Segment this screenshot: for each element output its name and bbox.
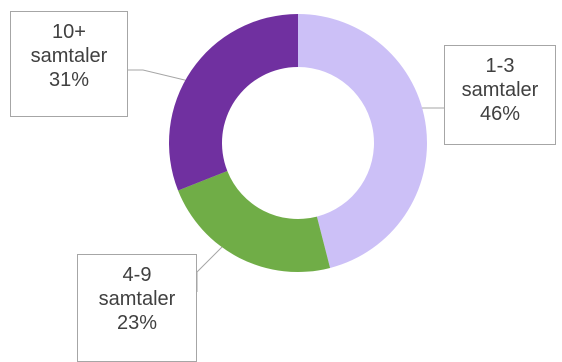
slice-10-plus bbox=[169, 14, 298, 191]
data-label-10-plus-name: samtaler bbox=[30, 45, 108, 67]
data-label-4-9-name: samtaler bbox=[98, 288, 176, 310]
data-label-10-plus: 10+ samtaler 31% bbox=[10, 11, 128, 117]
slice-4-9 bbox=[178, 170, 331, 272]
data-label-1-3-value: 46% bbox=[479, 103, 521, 125]
data-label-4-9: 4-9 samtaler 23% bbox=[77, 254, 197, 362]
data-label-10-plus-value: 31% bbox=[48, 69, 90, 91]
donut-slices bbox=[169, 14, 427, 272]
data-label-4-9-value: 23% bbox=[116, 312, 158, 334]
slice-1-3 bbox=[298, 14, 427, 268]
data-label-4-9-category: 4-9 bbox=[122, 264, 152, 286]
donut-chart bbox=[128, 14, 444, 292]
data-label-1-3-name: samtaler bbox=[461, 79, 539, 101]
data-label-1-3-category: 1-3 bbox=[485, 55, 515, 77]
data-label-1-3: 1-3 samtaler 46% bbox=[444, 45, 556, 145]
data-label-10-plus-category: 10+ bbox=[52, 21, 86, 43]
